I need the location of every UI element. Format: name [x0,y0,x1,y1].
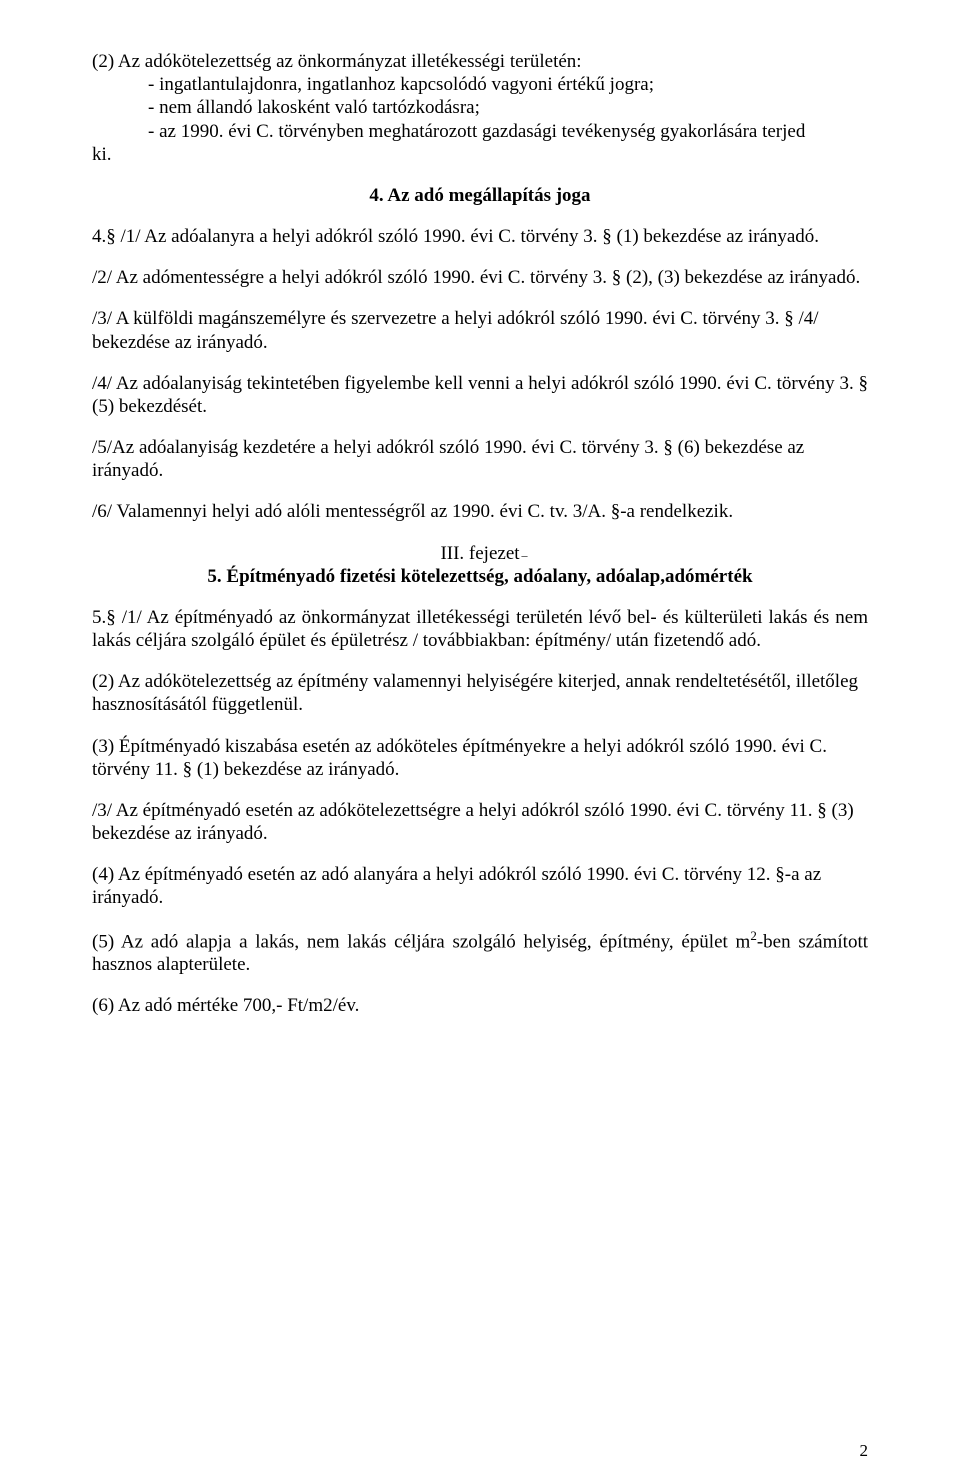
list-item: - nem állandó lakosként való tartózkodás… [148,96,868,119]
paragraph: /3/ A külföldi magánszemélyre és szervez… [92,307,868,353]
section-heading-5: 5. Építményadó fizetési kötelezettség, a… [92,565,868,588]
paragraph: (2) Az adókötelezettség az önkormányzat … [92,50,868,73]
paragraph: (4) Az építményadó esetén az adó alanyár… [92,863,868,909]
chapter-text: III. fejezet [440,543,519,564]
page-number: 2 [860,1441,869,1462]
text-run: (5) Az adó alapja a lakás, nem lakás cél… [92,931,750,952]
document-page: (2) Az adókötelezettség az önkormányzat … [0,0,960,1484]
chapter-label: III. fejezet _ [92,542,868,565]
list-item: - ingatlantulajdonra, ingatlanhoz kapcso… [148,73,868,96]
paragraph-tail: ki. [92,143,868,166]
paragraph: /4/ Az adóalanyiság tekintetében figyele… [92,372,868,418]
paragraph: /5/Az adóalanyiság kezdetére a helyi adó… [92,436,868,482]
paragraph: (6) Az adó mértéke 700,- Ft/m2/év. [92,994,868,1017]
footnote-mark: _ [522,544,528,559]
bullet-list: - ingatlantulajdonra, ingatlanhoz kapcso… [92,73,868,143]
paragraph: /6/ Valamennyi helyi adó alóli mentesség… [92,500,868,523]
list-item: - az 1990. évi C. törvényben meghatározo… [148,120,868,143]
paragraph: (5) Az adó alapja a lakás, nem lakás cél… [92,928,868,977]
paragraph: 4.§ /1/ Az adóalanyra a helyi adókról sz… [92,225,868,248]
paragraph: /3/ Az építményadó esetén az adóköteleze… [92,799,868,845]
paragraph: 5.§ /1/ Az építményadó az önkormányzat i… [92,606,868,652]
paragraph: (3) Építményadó kiszabása esetén az adók… [92,735,868,781]
section-heading-4: 4. Az adó megállapítás joga [92,184,868,207]
paragraph: /2/ Az adómentességre a helyi adókról sz… [92,266,868,289]
paragraph: (2) Az adókötelezettség az építmény vala… [92,670,868,716]
